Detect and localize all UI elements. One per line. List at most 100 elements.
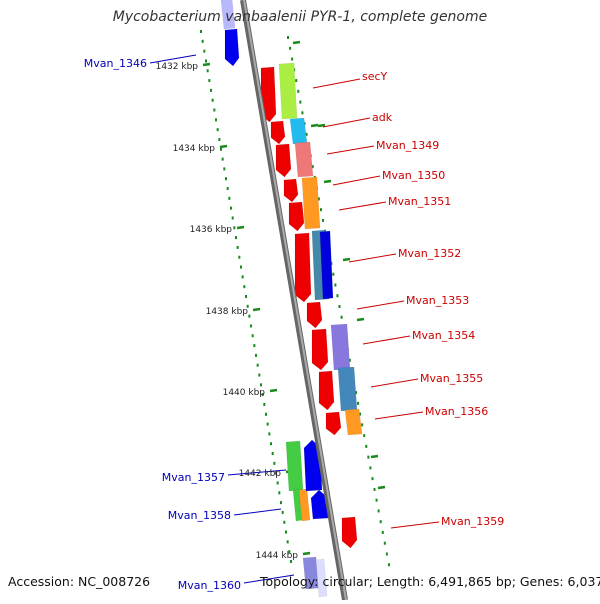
track-dot xyxy=(241,275,244,279)
tick-label-3: 1438 kbp xyxy=(206,307,249,317)
backbone-highlight xyxy=(243,0,347,601)
gene-label-mvan-1350: Mvan_1350 xyxy=(382,169,445,182)
track-dot xyxy=(265,412,267,416)
label-line-right xyxy=(348,253,397,263)
gene-mvan-1353-strand xyxy=(306,301,323,329)
track-dot xyxy=(211,98,214,102)
gene-mvan-1352-blue xyxy=(319,230,334,300)
track-dot xyxy=(205,59,207,63)
gene-secy xyxy=(278,62,298,120)
gene-adk-strand xyxy=(270,120,286,145)
track-dot xyxy=(285,530,287,534)
gene-mvan-1346 xyxy=(224,28,240,67)
track-dot xyxy=(213,108,216,112)
track-tick xyxy=(310,123,319,128)
gene-mvan-1349-strand xyxy=(275,143,292,178)
gene-mvan-1360-light xyxy=(315,558,328,598)
label-line-right xyxy=(390,521,440,529)
tick-label-4: 1440 kbp xyxy=(223,388,266,398)
gene-mvan-1354 xyxy=(330,323,351,371)
track-dot xyxy=(243,285,246,289)
label-line-right xyxy=(362,335,411,345)
label-line-right xyxy=(370,378,419,388)
label-line-right xyxy=(322,117,371,128)
tick-label-1: 1434 kbp xyxy=(173,144,216,154)
track-dot xyxy=(381,530,384,534)
major-tick xyxy=(236,225,245,230)
track-dot xyxy=(231,216,234,220)
label-line-left xyxy=(243,574,295,584)
track-dot xyxy=(317,197,320,201)
track-dot xyxy=(363,434,366,438)
track-dot xyxy=(246,304,249,308)
track-tick xyxy=(370,454,379,459)
track-dot xyxy=(369,466,372,470)
gene-mvan-1352-strand xyxy=(294,232,312,303)
tick-label-6: 1444 kbp xyxy=(256,551,299,561)
gene-mvan-1358 xyxy=(298,488,311,522)
track-dot xyxy=(273,461,276,465)
genome-summary-text: Topology: circular; Length: 6,491,865 bp… xyxy=(260,574,600,589)
gene-mvan-1349 xyxy=(294,141,314,178)
track-tick xyxy=(377,485,386,490)
label-line-right xyxy=(356,300,405,310)
gene-label-mvan-1358: Mvan_1358 xyxy=(168,509,231,522)
track-dot xyxy=(256,363,259,367)
track-dot xyxy=(253,344,256,348)
track-dot xyxy=(311,165,314,169)
track-dot xyxy=(280,501,282,505)
track-dot xyxy=(373,487,376,491)
gene-label-secy: secY xyxy=(362,70,388,83)
track-dot xyxy=(271,452,274,456)
gene-label-mvan-1346: Mvan_1346 xyxy=(84,57,147,70)
gene-mvan-1350 xyxy=(301,176,321,230)
track-dot xyxy=(240,265,242,269)
track-dot xyxy=(299,100,302,104)
label-line-right xyxy=(374,411,424,420)
track-dot xyxy=(276,481,279,485)
track-dot xyxy=(367,455,370,459)
tick-label-0: 1432 kbp xyxy=(156,62,199,72)
track-dot xyxy=(377,509,380,513)
track-dot xyxy=(287,36,289,39)
gene-mvan-1356 xyxy=(344,408,363,436)
map-title: Mycobacterium vanbaalenii PYR-1, complet… xyxy=(112,9,488,25)
gene-label-mvan-1354: Mvan_1354 xyxy=(412,329,475,342)
track-tick xyxy=(323,179,332,184)
tick-label-2: 1436 kbp xyxy=(190,225,233,235)
gene-adk xyxy=(289,117,308,145)
track-dot xyxy=(288,550,291,554)
track-tick xyxy=(317,123,326,128)
track-dot xyxy=(220,147,222,151)
track-dot xyxy=(233,226,236,230)
track-dot xyxy=(336,294,339,298)
track-dot xyxy=(225,177,227,181)
track-dot xyxy=(206,69,209,73)
track-dot xyxy=(255,353,257,357)
track-dot xyxy=(291,57,294,61)
track-dot xyxy=(238,255,241,259)
gene-mvan-1346-head xyxy=(220,0,236,30)
track-dot xyxy=(348,358,351,362)
label-line-left xyxy=(233,508,282,516)
track-dot xyxy=(278,491,281,495)
track-dot xyxy=(295,79,298,83)
track-dot xyxy=(334,283,337,287)
gene-label-mvan-1360: Mvan_1360 xyxy=(178,579,241,592)
track-dot xyxy=(385,552,388,556)
gene-label-mvan-1355: Mvan_1355 xyxy=(420,372,483,385)
track-dot xyxy=(226,187,229,191)
track-dot xyxy=(221,157,224,161)
gene-label-mvan-1351: Mvan_1351 xyxy=(388,195,451,208)
gene-mvan-1357 xyxy=(285,440,304,492)
track-dot xyxy=(375,498,378,502)
track-dot xyxy=(200,30,202,33)
track-dot xyxy=(248,314,251,318)
label-line-right xyxy=(332,175,381,186)
track-dot xyxy=(268,432,271,436)
track-dot xyxy=(210,88,212,92)
tick-label-5: 1442 kbp xyxy=(239,469,282,479)
track-dot xyxy=(338,305,341,308)
